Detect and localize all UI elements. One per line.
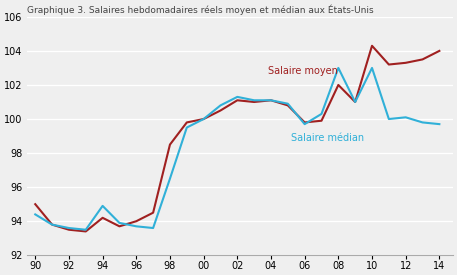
- Text: Graphique 3. Salaires hebdomadaires réels moyen et médian aux États-Unis: Graphique 3. Salaires hebdomadaires réel…: [27, 4, 373, 15]
- Text: Salaire médian: Salaire médian: [291, 133, 364, 143]
- Text: Salaire moyen: Salaire moyen: [268, 67, 337, 76]
